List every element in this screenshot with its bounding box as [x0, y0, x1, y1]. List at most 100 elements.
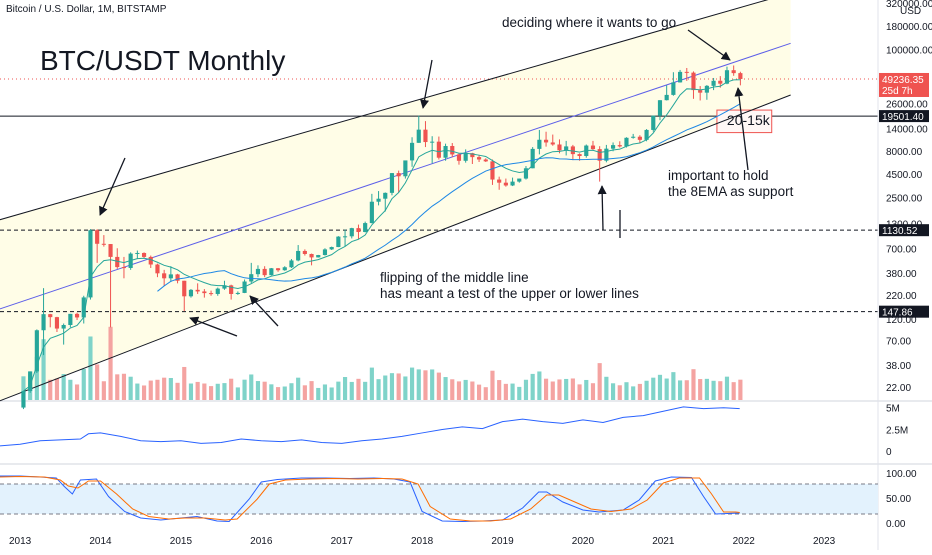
volume-bar — [664, 378, 669, 400]
volume-bar — [68, 379, 73, 400]
volume-bar — [61, 374, 66, 400]
range-box[interactable] — [716, 109, 773, 134]
candle — [564, 140, 569, 156]
candle-body — [409, 142, 415, 161]
candle-body — [503, 182, 508, 186]
candle — [322, 248, 328, 256]
oscillator-line — [0, 406, 740, 447]
candle — [68, 313, 73, 328]
volume-bar — [510, 383, 515, 400]
volume-bar — [389, 373, 395, 400]
candle-body — [141, 252, 147, 257]
volume-bar — [610, 383, 616, 400]
candle-body — [95, 230, 100, 244]
price-tick-label: 320000.00 — [886, 0, 932, 10]
candle — [456, 153, 462, 165]
candle — [289, 259, 294, 268]
candle — [135, 250, 140, 260]
candle — [476, 154, 482, 162]
candle-body — [41, 314, 46, 331]
level-tag-0-box — [879, 110, 929, 123]
candle-body — [684, 71, 689, 73]
candle — [443, 143, 448, 161]
volume-bar — [409, 367, 415, 400]
candle-body — [463, 153, 468, 161]
price-tick-label: 120.00 — [886, 315, 917, 326]
volume-bar — [336, 381, 341, 400]
volume-bar — [711, 380, 716, 400]
time-tick-label: 2015 — [170, 536, 193, 547]
price-tick-label: 38.00 — [886, 361, 911, 372]
candle — [403, 160, 408, 179]
volume-bar — [41, 339, 46, 400]
candle-body — [490, 161, 495, 180]
annotation-deciding: deciding where it wants to go — [502, 15, 676, 30]
candle-body — [48, 314, 53, 318]
candle — [108, 244, 113, 328]
candle — [436, 136, 441, 160]
price-tick-label: 70.00 — [886, 337, 911, 348]
price-tick-label: 4500.00 — [886, 170, 923, 181]
candle-body — [430, 141, 435, 143]
volume-bar — [724, 376, 730, 400]
volume-bar — [322, 384, 328, 400]
candle — [463, 149, 468, 163]
candle-body — [731, 70, 736, 74]
price-axis[interactable]: 320000.00180000.00100000.0050000.0026000… — [879, 0, 932, 394]
candle-body — [289, 260, 294, 268]
candle-body — [564, 146, 569, 151]
candle — [550, 134, 555, 146]
candle — [188, 289, 194, 298]
candle — [570, 144, 575, 161]
volume-bar — [188, 383, 194, 400]
channel-lower-line[interactable] — [0, 94, 791, 403]
candle-body — [597, 149, 602, 161]
volume-bar — [21, 376, 26, 400]
volume-bar — [269, 384, 274, 400]
channel-upper-line[interactable] — [0, 0, 791, 222]
candle — [470, 152, 475, 164]
symbol-header: Bitcoin / U.S. Dollar, 1M, BITSTAMP — [6, 4, 167, 15]
volume-bar — [309, 381, 314, 400]
candle-body — [657, 100, 663, 116]
candle — [450, 143, 455, 158]
candle-body — [28, 371, 33, 392]
candle — [731, 65, 736, 76]
candle-body — [610, 145, 616, 149]
candle — [416, 115, 421, 143]
candle-body — [21, 391, 26, 408]
volume-bar — [363, 381, 368, 400]
candle-body — [543, 139, 549, 143]
candle — [651, 115, 656, 132]
candle-body — [296, 250, 301, 261]
volume-bar — [396, 373, 401, 400]
volume-bar — [584, 379, 589, 400]
candle-body — [383, 192, 388, 199]
candle — [21, 391, 26, 410]
volume-bar — [564, 378, 569, 400]
volume-bar — [182, 366, 187, 400]
ma-line — [157, 103, 741, 292]
candle — [54, 316, 60, 333]
last-price-tag-countdown: 25d 7h — [882, 86, 913, 97]
volume-bar — [168, 378, 173, 400]
candle-body — [336, 236, 341, 248]
candle-body — [497, 179, 502, 183]
candle — [637, 135, 642, 144]
candle — [543, 131, 549, 147]
candle-body — [182, 280, 187, 297]
candle-body — [275, 268, 281, 271]
price-unit-label: USD — [900, 6, 921, 17]
candle — [342, 229, 348, 247]
volume-bar — [229, 378, 234, 400]
osc-tick-label: 2.5M — [886, 425, 908, 436]
volume-bar — [262, 381, 267, 400]
candle-body — [450, 146, 455, 155]
candle — [631, 133, 636, 139]
candle-body — [416, 129, 421, 143]
candle-body — [215, 288, 220, 294]
time-axis[interactable]: 2013 2014 2015 2016 2017 2018 2019 2020 2021 2022… — [9, 536, 836, 547]
volume-bar — [657, 374, 663, 400]
stoch-tick-label: 50.00 — [886, 494, 911, 505]
